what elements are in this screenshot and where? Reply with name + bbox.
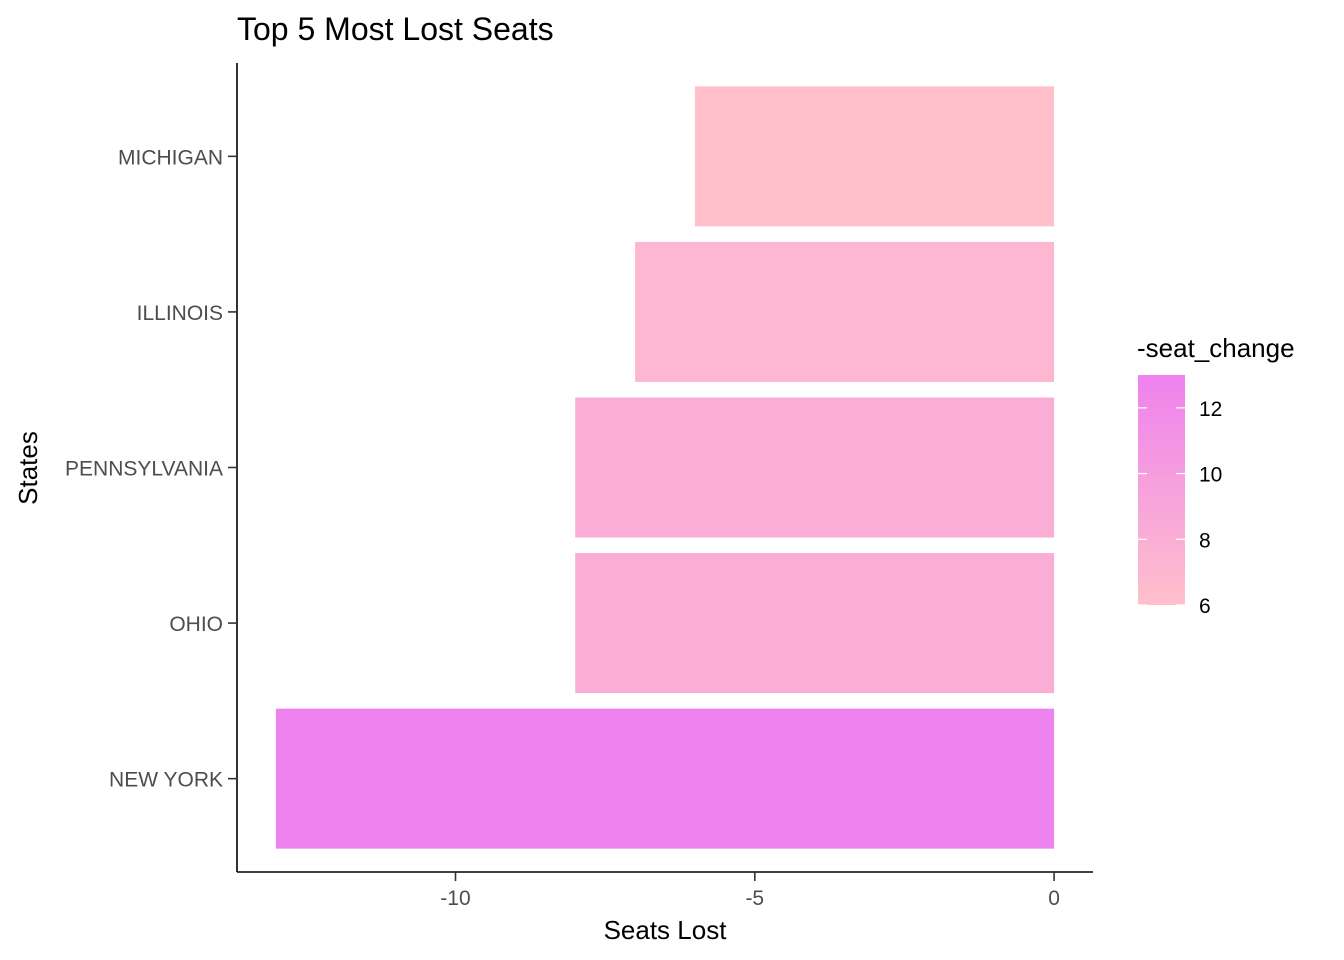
y-axis-title: States bbox=[13, 431, 43, 505]
y-tick-label: NEW YORK bbox=[109, 769, 223, 792]
x-axis-ticks: -10 -5 0 bbox=[440, 872, 1060, 910]
legend-ticks: 6 8 10 12 bbox=[1138, 398, 1222, 618]
legend-tick-label: 6 bbox=[1199, 595, 1211, 618]
y-axis-ticks: NEW YORK OHIO PENNSYLVANIA ILLINOIS MICHIGAN bbox=[65, 146, 237, 792]
y-tick-label: ILLINOIS bbox=[137, 302, 223, 325]
x-tick-label: 0 bbox=[1048, 887, 1060, 910]
legend-colorbar bbox=[1138, 375, 1185, 605]
y-tick-label: OHIO bbox=[169, 613, 223, 636]
legend-title: -seat_change bbox=[1137, 333, 1295, 363]
y-tick-label: MICHIGAN bbox=[118, 146, 223, 169]
bar-new-york bbox=[275, 708, 1055, 849]
bar-ohio bbox=[575, 553, 1055, 694]
legend-tick-label: 8 bbox=[1199, 529, 1211, 552]
legend-tick-label: 10 bbox=[1199, 464, 1222, 487]
chart-title: Top 5 Most Lost Seats bbox=[237, 11, 554, 47]
y-tick-label: PENNSYLVANIA bbox=[65, 458, 223, 481]
legend-tick-label: 12 bbox=[1199, 398, 1222, 421]
x-tick-label: -10 bbox=[440, 887, 470, 910]
legend: -seat_change 6 8 10 12 bbox=[1137, 333, 1295, 618]
x-axis-title: Seats Lost bbox=[604, 915, 728, 945]
bars-layer bbox=[275, 86, 1055, 849]
x-tick-label: -5 bbox=[745, 887, 764, 910]
bar-pennsylvania bbox=[575, 397, 1055, 538]
bar-michigan bbox=[694, 86, 1055, 227]
bar-illinois bbox=[635, 241, 1055, 382]
